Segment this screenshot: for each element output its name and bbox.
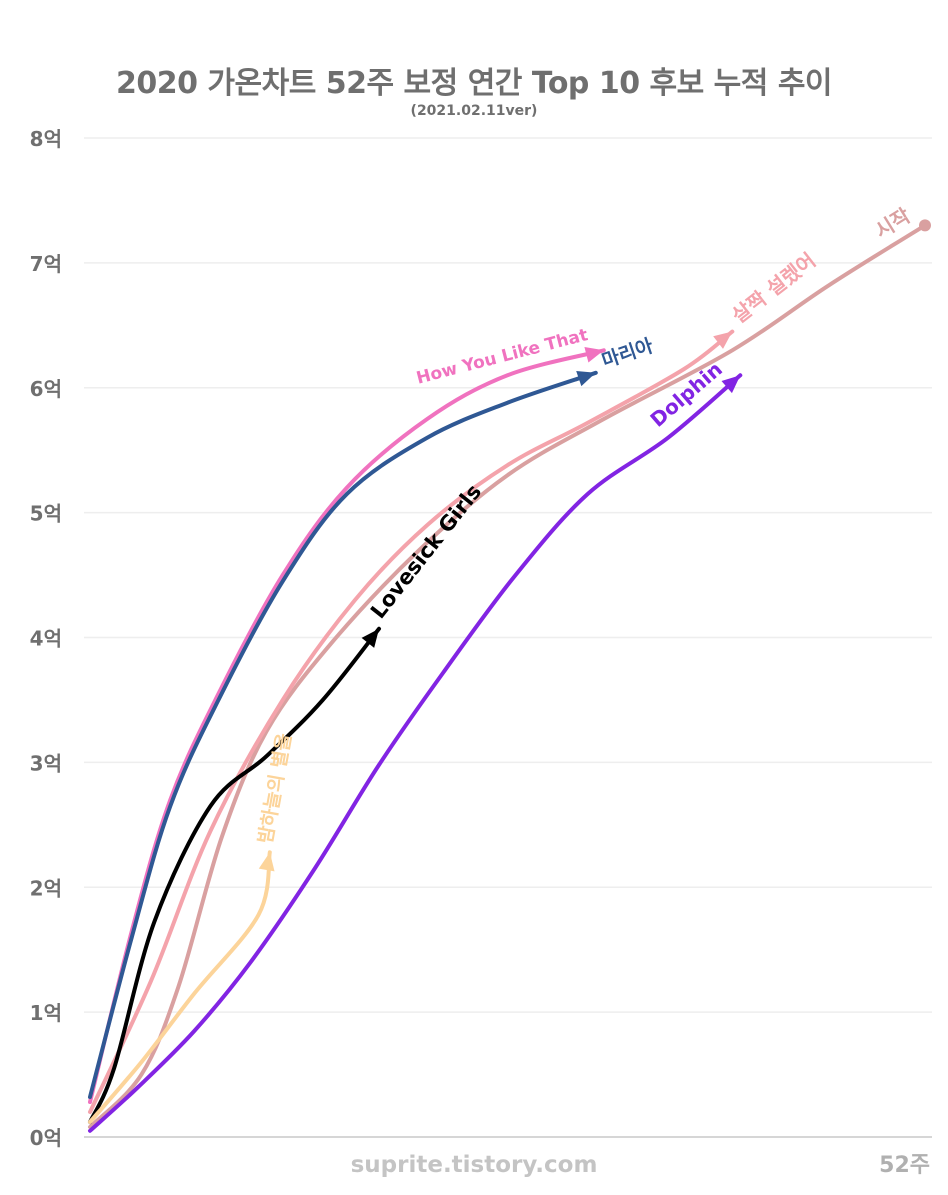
arrow-head: [713, 331, 733, 349]
series-line: [88, 223, 927, 1129]
series-lines: [88, 219, 931, 1133]
watermark: suprite.tistory.com: [351, 1152, 598, 1178]
y-tick-label: 1억: [30, 1001, 62, 1025]
y-tick-label: 8억: [30, 127, 62, 151]
end-dot: [919, 219, 931, 232]
y-tick-label: 3억: [30, 751, 62, 775]
series-line: [88, 329, 735, 1114]
y-tick-label: 6억: [30, 377, 62, 401]
series-label: 마리아: [599, 335, 656, 373]
series-label: 밤하늘의 별을: [255, 732, 296, 846]
y-axis-ticks: 0억 1억 2억 3억 4억 5억 6억 7억 8억: [30, 127, 62, 1150]
arrow-head: [361, 628, 380, 648]
y-tick-label: 4억: [30, 627, 62, 651]
series-4: [88, 626, 381, 1124]
y-tick-label: 5억: [30, 502, 62, 526]
series-line: [88, 373, 743, 1133]
chart-title: 2020 가온차트 52주 보정 연간 Top 10 후보 누적 추이: [115, 66, 833, 101]
series-5: [88, 850, 275, 1124]
arrow-head: [576, 370, 596, 387]
series-3: [88, 370, 598, 1099]
arrow-head: [584, 347, 604, 363]
series-1: [88, 329, 735, 1114]
series-line: [88, 850, 272, 1124]
series-label: 살짝 설렜어: [727, 248, 820, 328]
grid-lines: [84, 137, 932, 1013]
series-0: [88, 219, 931, 1129]
chart-subtitle: (2021.02.11ver): [410, 103, 538, 119]
y-tick-label: 7억: [30, 252, 62, 276]
y-tick-label: 2억: [30, 876, 62, 900]
series-6: [88, 373, 743, 1133]
y-tick-label: 0억: [30, 1126, 62, 1150]
x-axis-end-label: 52주: [879, 1153, 930, 1178]
arrow-head: [258, 852, 275, 872]
series-line: [88, 370, 598, 1099]
series-label: Lovesick Girls: [366, 480, 486, 623]
arrow-head: [721, 375, 741, 394]
series-line: [88, 626, 381, 1124]
